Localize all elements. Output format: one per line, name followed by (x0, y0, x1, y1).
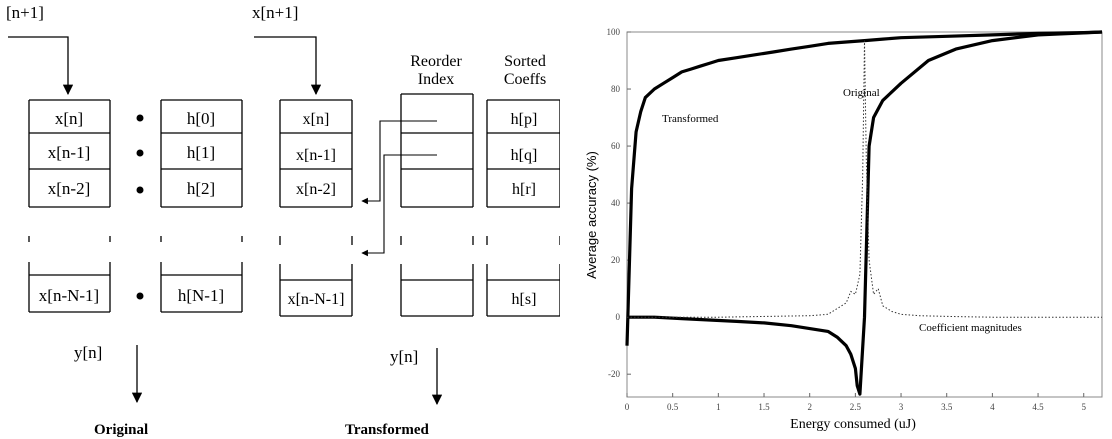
sorted-header: Sorted (504, 53, 546, 70)
reorder-pointer-arrow (361, 154, 437, 257)
original-output-label: y[n] (74, 343, 102, 362)
transformed-input-label: x[n+1] (252, 3, 298, 22)
original-h-cell: h[2] (187, 179, 215, 198)
reorder-pointer-arrow (361, 120, 437, 205)
original-input-arrow (8, 36, 74, 96)
original-h-cell: h[0] (187, 109, 215, 128)
multiply-dot (136, 149, 144, 157)
original-x-cell: x[n-N-1] (39, 286, 99, 305)
sorted-cell: h[r] (512, 181, 536, 198)
transformed-x-cell: x[n] (303, 111, 330, 128)
annotation-transformed: Transformed (662, 113, 719, 125)
y-tick-label: 60 (611, 141, 621, 151)
sorted-coeffs-register (486, 99, 560, 317)
reorder-header: Index (418, 71, 454, 88)
transformed-caption: Transformed (345, 422, 430, 438)
original-x-register (28, 99, 111, 313)
multiply-dot (136, 292, 144, 300)
transformed-diagram: x[n+1] x[n] x[n-1] x[n-2] x[n-N-1] Reord… (252, 3, 560, 438)
original-input-label: [n+1] (6, 3, 44, 22)
y-tick-label: 80 (611, 84, 621, 94)
x-axis-label: Energy consumed (uJ) (790, 417, 916, 432)
original-h-register (160, 99, 243, 313)
y-tick-label: 100 (607, 27, 621, 37)
transformed-x-cell: x[n-2] (296, 181, 336, 198)
transformed-input-arrow (254, 36, 322, 96)
y-axis-label: Average accuracy (%) (584, 151, 599, 279)
series-line-original (627, 30, 1103, 396)
original-h-cell: h[1] (187, 143, 215, 162)
series-line-transformed (625, 30, 1103, 346)
original-x-cell: x[n] (55, 109, 83, 128)
plot-frame (626, 31, 1103, 398)
original-x-cell: x[n-2] (48, 179, 90, 198)
x-tick-label: 0.5 (667, 402, 679, 412)
x-tick-label: 1 (716, 402, 721, 412)
y-tick-label: -20 (608, 369, 620, 379)
y-tick-label: 40 (611, 198, 621, 208)
sorted-cell: h[p] (511, 111, 538, 128)
original-x-cell: x[n-1] (48, 143, 90, 162)
x-tick-label: 3.5 (941, 402, 953, 412)
original-caption: Original (94, 422, 148, 438)
sorted-header: Coeffs (504, 71, 546, 88)
x-tick-label: 3 (899, 402, 904, 412)
x-tick-label: 0 (625, 402, 630, 412)
x-tick-label: 4 (990, 402, 995, 412)
sorted-cell: h[s] (512, 291, 537, 308)
x-tick-label: 4.5 (1032, 402, 1044, 412)
x-tick-label: 2.5 (850, 402, 862, 412)
multiply-dot (136, 114, 144, 122)
original-h-cell: h[N-1] (178, 286, 224, 305)
x-tick-label: 2 (807, 402, 812, 412)
y-tick-label: 0 (616, 312, 621, 322)
annotation-coefficient-magnitudes: Coefficient magnitudes (919, 322, 1022, 334)
multiply-dot (136, 186, 144, 194)
original-diagram: [n+1] x[n] x[n-1] x[n-2] x[n-N-1] h[0] h… (6, 3, 243, 438)
x-tick-label: 1.5 (758, 402, 770, 412)
transformed-output-label: y[n] (390, 347, 418, 366)
transformed-x-cell: x[n-N-1] (288, 291, 345, 308)
annotation-original: Original (843, 87, 880, 99)
accuracy-chart: 0 0.5 1 1.5 2 2.5 3 3.5 4 4.5 5 -20 0 20 40 60 80 100 Ave… (584, 27, 1103, 432)
sorted-cell: h[q] (511, 147, 538, 164)
reorder-header: Reorder (410, 53, 462, 70)
transformed-x-register (279, 99, 353, 317)
reorder-index-register (400, 93, 474, 317)
transformed-x-cell: x[n-1] (296, 147, 336, 164)
block-diagrams: [n+1] x[n] x[n-1] x[n-2] x[n-N-1] h[0] h… (6, 3, 560, 438)
x-tick-label: 5 (1081, 402, 1086, 412)
y-tick-label: 20 (611, 255, 621, 265)
